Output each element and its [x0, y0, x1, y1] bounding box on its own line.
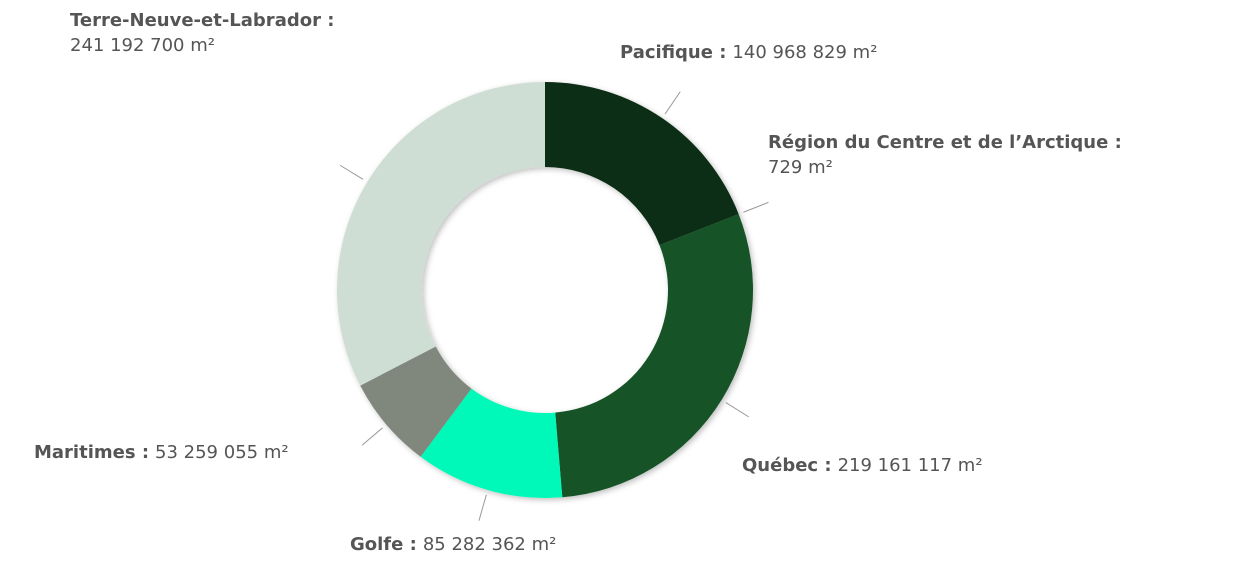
leader-line — [725, 402, 749, 418]
slice-label: Terre-Neuve-et-Labrador : 241 192 700 m² — [70, 10, 334, 56]
donut-slice — [337, 81, 545, 386]
leader-line — [743, 201, 769, 213]
label-value: 53 259 055 m² — [155, 442, 289, 463]
donut-slice — [555, 214, 753, 498]
label-name: Maritimes : — [34, 442, 149, 463]
label-value: 85 282 362 m² — [423, 534, 557, 555]
label-name: Pacifique : — [620, 42, 726, 63]
leader-line — [664, 91, 681, 115]
label-value: 140 968 829 m² — [732, 42, 877, 63]
label-name: Québec : — [742, 455, 832, 476]
label-name: Terre-Neuve-et-Labrador : — [70, 10, 334, 31]
slice-label: Région du Centre et de l’Arctique : 729 m… — [768, 132, 1122, 178]
slice-label: Maritimes : 53 259 055 m² — [34, 442, 289, 463]
label-value: 219 161 117 m² — [838, 455, 983, 476]
slice-label: Pacifique : 140 968 829 m² — [620, 42, 877, 63]
label-name: Région du Centre et de l’Arctique : — [768, 132, 1122, 153]
label-value: 241 192 700 m² — [70, 35, 215, 56]
donut-slice — [420, 388, 563, 498]
label-value: 729 m² — [768, 157, 833, 178]
donut-slice — [360, 346, 472, 457]
donut-slice — [659, 214, 739, 246]
donut-slice — [545, 82, 739, 246]
label-name: Golfe : — [350, 534, 417, 555]
leader-line — [478, 494, 487, 521]
slice-label: Québec : 219 161 117 m² — [742, 455, 983, 476]
leader-line — [339, 164, 364, 180]
donut — [337, 81, 753, 498]
slice-label: Golfe : 85 282 362 m² — [350, 534, 556, 555]
leader-line — [361, 427, 383, 446]
